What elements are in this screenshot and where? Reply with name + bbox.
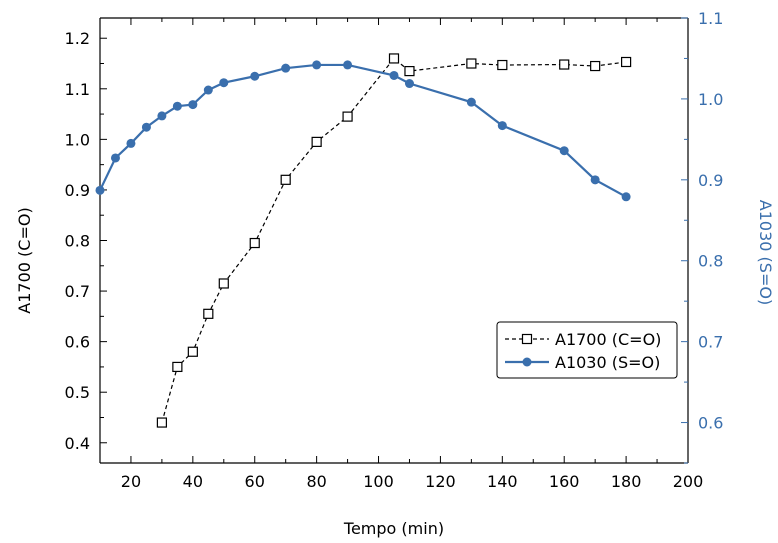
x-tick-label: 200 <box>673 472 704 491</box>
series-0-point <box>559 59 570 70</box>
left-y-tick-label: 1.2 <box>65 29 90 48</box>
series-1-point <box>172 101 182 111</box>
x-tick-label: 140 <box>487 472 518 491</box>
x-axis-ticks: 20 40 60 80 100 120 140 160 180 200 <box>99 18 704 491</box>
series-0-point <box>342 111 353 122</box>
x-tick-label: 180 <box>611 472 642 491</box>
legend-marker-a1700 <box>521 333 533 345</box>
legend: A1700 (C=O) A1030 (S=O) <box>496 321 678 379</box>
x-tick-label: 120 <box>425 472 456 491</box>
series-0-point <box>388 53 400 64</box>
right-y-axis-title: A1030 (S=O) <box>756 200 775 305</box>
x-axis-title: Tempo (min) <box>343 519 444 538</box>
legend-box <box>496 321 678 379</box>
series-0-point <box>590 60 601 72</box>
series-1-point <box>343 60 353 70</box>
series-1-point <box>590 175 600 185</box>
x-tick-label: 100 <box>363 472 394 491</box>
series-1-point <box>312 60 322 70</box>
legend-label-a1030: A1030 (S=O) <box>555 353 660 372</box>
series-1-point <box>621 192 631 202</box>
x-tick-label: 160 <box>549 472 580 491</box>
series-1-point <box>110 153 120 163</box>
series-0-point <box>203 308 214 319</box>
left-y-tick-label: 1.0 <box>65 130 90 149</box>
right-y-tick-label: 0.9 <box>698 171 723 190</box>
series-1-point <box>389 70 399 80</box>
series-1-point <box>281 63 291 73</box>
series-0-point <box>497 59 508 71</box>
left-y-tick-label: 0.7 <box>65 282 90 301</box>
right-y-tick-label: 0.8 <box>698 252 723 271</box>
left-y-axis-title: A1700 (C=O) <box>15 207 34 313</box>
series-1-point <box>126 138 136 148</box>
x-tick-label: 40 <box>183 472 203 491</box>
series-0-point <box>218 278 229 289</box>
series-line-1 <box>99 63 627 198</box>
series-0-point <box>172 361 183 373</box>
series-0-point <box>466 58 477 69</box>
right-y-tick-label: 0.7 <box>698 333 723 352</box>
series-1-point <box>141 122 151 132</box>
left-y-tick-label: 0.4 <box>65 434 90 453</box>
series-1-point <box>219 78 229 88</box>
right-y-axis-ticks: 0.6 0.7 0.8 0.9 1.0 1.1 <box>681 9 723 464</box>
left-y-tick-label: 0.6 <box>65 333 90 352</box>
series-1-point <box>157 111 167 121</box>
series-1-point <box>466 97 476 107</box>
right-y-tick-label: 0.6 <box>698 414 723 433</box>
plot-frame <box>99 17 689 464</box>
left-y-tick-label: 0.9 <box>65 181 90 200</box>
left-y-tick-label: 0.8 <box>65 232 90 251</box>
series-0-point <box>311 136 322 147</box>
x-tick-label: 60 <box>245 472 265 491</box>
right-y-tick-label: 1.1 <box>698 9 723 28</box>
series-0-point <box>156 417 167 428</box>
series-1-point <box>559 146 569 156</box>
left-y-tick-label: 1.1 <box>65 80 90 99</box>
series-1-point <box>203 85 213 95</box>
series-line-0 <box>161 57 627 423</box>
series-layer <box>95 53 632 428</box>
x-tick-label: 20 <box>121 472 141 491</box>
left-y-tick-label: 0.5 <box>65 383 90 402</box>
right-y-tick-label: 1.0 <box>698 90 723 109</box>
series-0-point <box>280 174 291 185</box>
series-1-point <box>188 100 198 110</box>
legend-marker-a1030 <box>522 357 532 367</box>
series-0-point <box>249 237 260 249</box>
left-y-axis-ticks: 0.4 0.5 0.6 0.7 0.8 0.9 1.0 1.1 1.2 <box>65 29 107 453</box>
x-tick-label: 80 <box>306 472 326 491</box>
series-1-point <box>404 79 414 89</box>
series-1-point <box>95 185 105 195</box>
series-0-point <box>404 65 415 77</box>
series-0-point <box>187 346 198 357</box>
series-1-point <box>497 121 507 131</box>
series-0-point <box>621 56 632 68</box>
series-1-point <box>250 71 260 81</box>
legend-label-a1700: A1700 (C=O) <box>555 330 661 349</box>
